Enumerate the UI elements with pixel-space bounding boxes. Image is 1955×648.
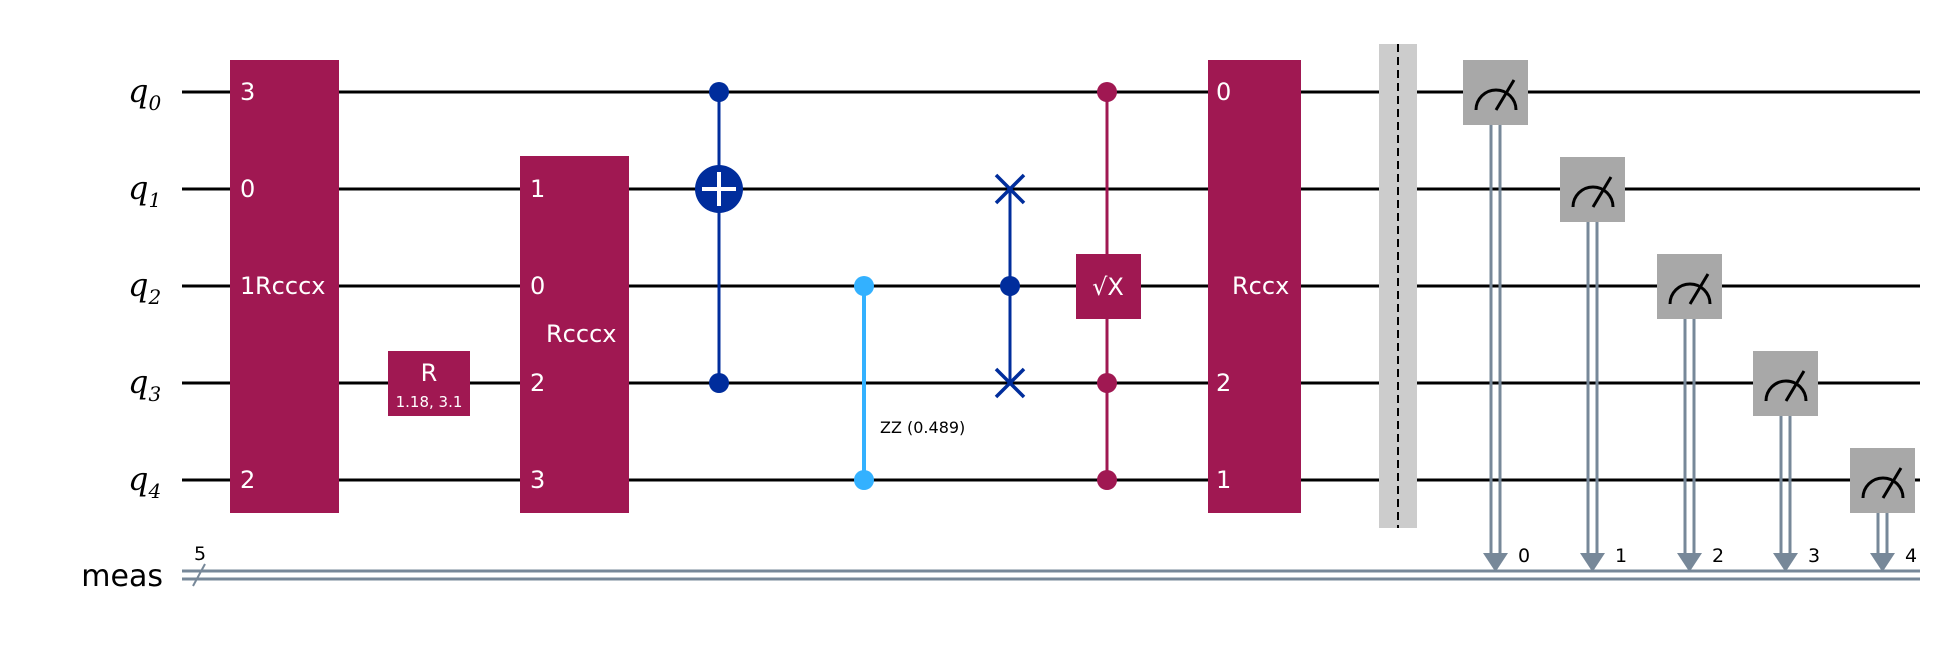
barrier <box>1379 44 1417 528</box>
qubit-label-q4: q4 <box>128 460 161 503</box>
rcccx-1-label: Rcccx <box>255 272 325 300</box>
rzz-label: ZZ (0.489) <box>880 418 965 437</box>
cswap-control-dot <box>1000 276 1020 296</box>
qubit-wires <box>182 90 1920 482</box>
swap-cross-icon-q1 <box>994 173 1026 205</box>
rcccx-2-pin-q1: 1 <box>530 175 545 203</box>
qubit-label-q0: q0 <box>128 72 161 115</box>
register-size: 5 <box>194 543 206 565</box>
classical-register-wire <box>182 569 1920 581</box>
meter-icon <box>1474 88 1518 111</box>
qubit-labels: q0 q1 q2 q3 q4 <box>128 72 161 503</box>
cswap-gate <box>994 173 1026 399</box>
zz-dot-q4 <box>854 470 874 490</box>
measure-q2: 2 <box>1657 254 1724 572</box>
measure-bit-3: 3 <box>1808 545 1820 567</box>
rcccx-2-label: Rcccx <box>546 320 616 348</box>
qubit-label-q2: q2 <box>128 266 161 309</box>
measure-q3: 3 <box>1753 351 1820 572</box>
measure-q4: 4 <box>1850 448 1917 572</box>
control-dot-q3 <box>709 373 729 393</box>
swap-cross-icon-q3 <box>994 367 1026 399</box>
meter-icon <box>1668 282 1712 305</box>
rcccx-1-pin-q4: 2 <box>240 466 255 494</box>
rccx-gate: 0 Rccx 2 1 <box>1208 60 1301 513</box>
cx-gate <box>695 82 743 393</box>
rcccx-gate-1: 3 0 1 Rcccx 2 <box>230 60 339 513</box>
rccx-label: Rccx <box>1232 272 1289 300</box>
measure-bit-1: 1 <box>1615 545 1627 567</box>
qubit-label-q3: q3 <box>128 363 161 406</box>
rcccx-1-pin-q1: 0 <box>240 175 255 203</box>
rcccx-1-pin-q0: 3 <box>240 78 255 106</box>
rcccx-1-pin-q2: 1 <box>240 272 255 300</box>
rcccx-2-pin-q4: 3 <box>530 466 545 494</box>
rccx-pin-q0: 0 <box>1216 78 1231 106</box>
measure-q0: 0 <box>1463 60 1530 572</box>
meter-icon <box>1764 379 1808 402</box>
qubit-label-q1: q1 <box>128 169 161 212</box>
rcccx-2-pin-q2: 0 <box>530 272 545 300</box>
meter-icon <box>1861 476 1905 499</box>
r-gate-label: R <box>421 359 438 387</box>
creg-label: meas <box>81 559 163 594</box>
csx-control-dot-q4 <box>1097 470 1117 490</box>
rccx-pin-q3: 2 <box>1216 369 1231 397</box>
rcccx-gate-2: 1 0 Rcccx 2 3 <box>520 156 629 513</box>
r-gate: R 1.18, 3.1 <box>388 351 470 416</box>
zz-dot-q2 <box>854 276 874 296</box>
control-dot-q0 <box>709 82 729 102</box>
measure-bit-2: 2 <box>1712 545 1724 567</box>
r-gate-params: 1.18, 3.1 <box>396 393 463 411</box>
sx-gate-label: √X <box>1092 273 1124 301</box>
rcccx-2-pin-q3: 2 <box>530 369 545 397</box>
csx-control-dot-q0 <box>1097 82 1117 102</box>
rccx-pin-q4: 1 <box>1216 466 1231 494</box>
register-size-slash <box>192 563 206 587</box>
rzz-gate: ZZ (0.489) <box>854 276 965 490</box>
measure-bit-0: 0 <box>1518 545 1530 567</box>
measure-q1: 1 <box>1560 157 1627 572</box>
measure-bit-4: 4 <box>1905 545 1917 567</box>
csx-control-dot-q3 <box>1097 373 1117 393</box>
csx-gate: √X <box>1076 82 1141 490</box>
meter-icon <box>1571 185 1615 208</box>
